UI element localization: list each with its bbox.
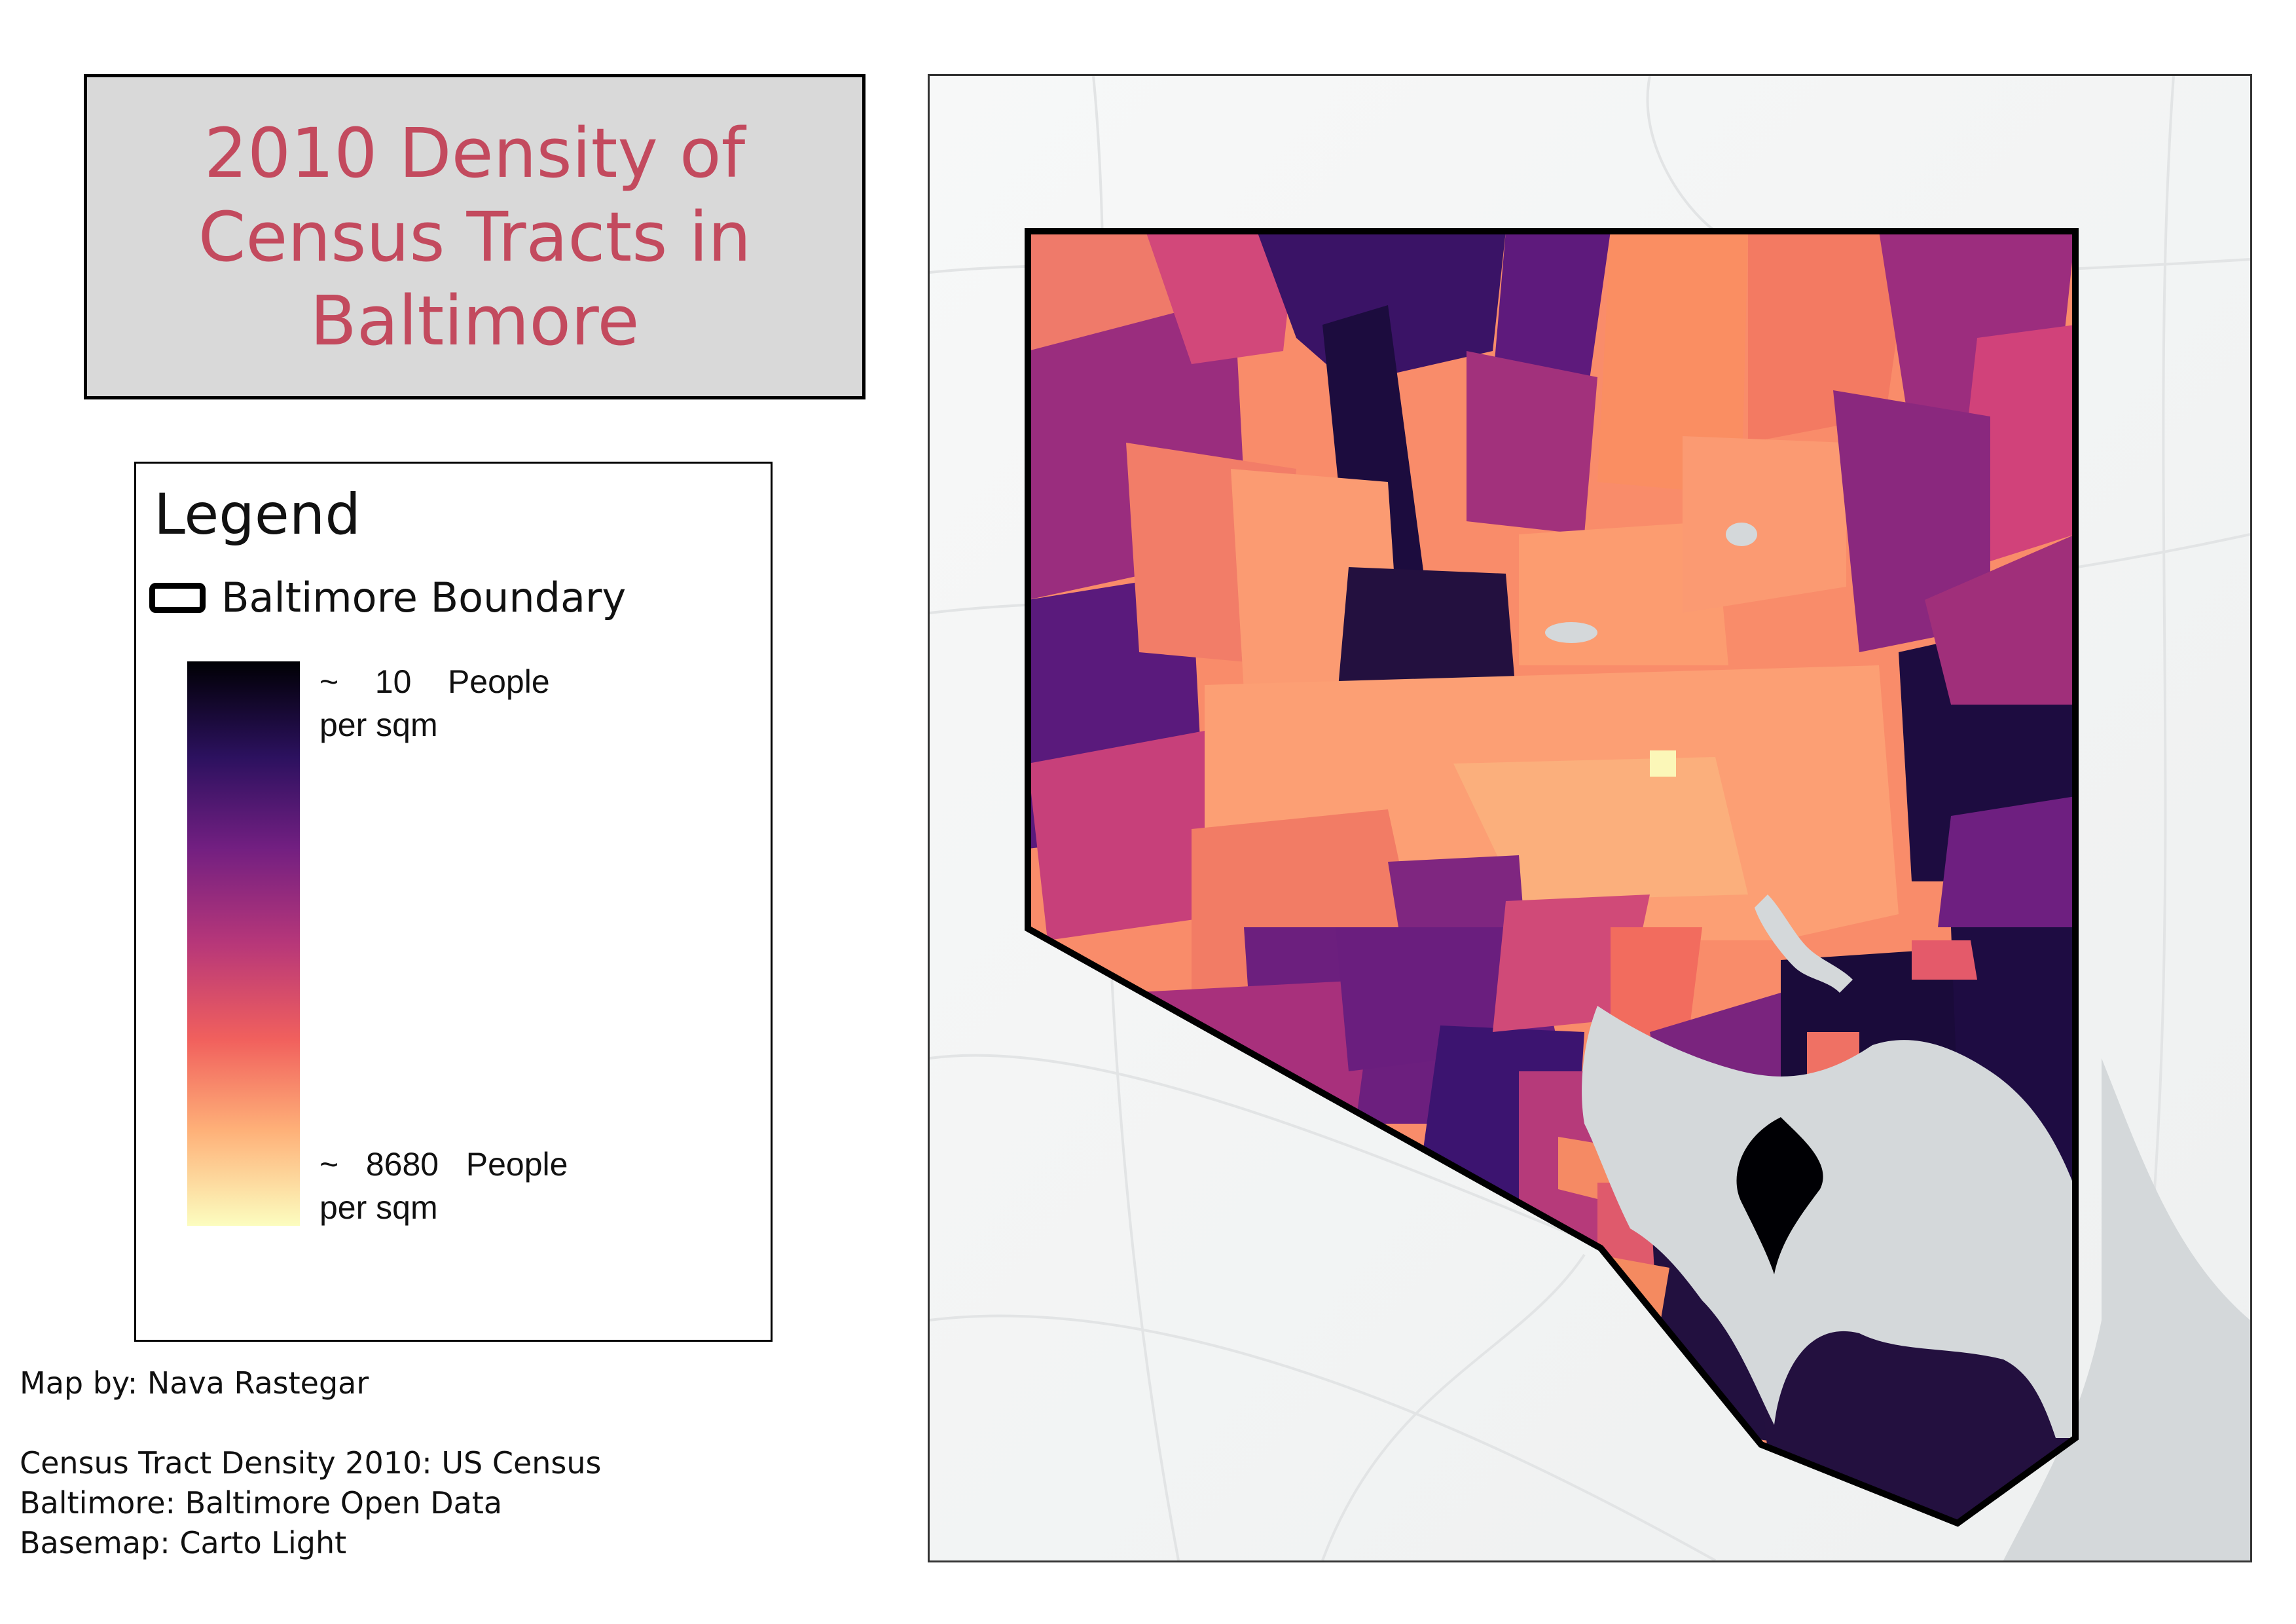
legend-box: Legend Baltimore Boundary ~ 10 People pe… (134, 462, 773, 1342)
density-color-ramp (187, 661, 300, 1226)
baltimore-boundary (1025, 228, 2079, 1527)
legend-boundary-entry: Baltimore Boundary (149, 574, 626, 621)
source-credit-census: Census Tract Density 2010: US Census (20, 1445, 602, 1481)
source-credit-baltimore: Baltimore: Baltimore Open Data (20, 1485, 503, 1521)
source-credit-basemap: Basemap: Carto Light (20, 1525, 347, 1560)
ramp-top-label: ~ 10 People per sqm (319, 663, 550, 743)
author-credit: Map by: Nava Rastegar (20, 1365, 369, 1401)
map-frame[interactable] (928, 74, 2252, 1562)
map-title-line-2: Census Tracts in (198, 196, 752, 277)
title-box: 2010 Density of Census Tracts in Baltimo… (84, 74, 866, 399)
map-canvas (930, 76, 2250, 1560)
map-title-line-1: 2010 Density of (204, 113, 746, 193)
boundary-swatch-icon (149, 582, 206, 613)
map-title-line-3: Baltimore (310, 280, 640, 361)
ramp-bottom-label: ~ 8680 People per sqm (319, 1146, 568, 1226)
legend-heading: Legend (154, 482, 361, 547)
legend-boundary-label: Baltimore Boundary (221, 574, 627, 621)
bay-water-outside (2003, 1058, 2250, 1560)
credits-block: Map by: Nava Rastegar Census Tract Densi… (20, 1363, 602, 1563)
